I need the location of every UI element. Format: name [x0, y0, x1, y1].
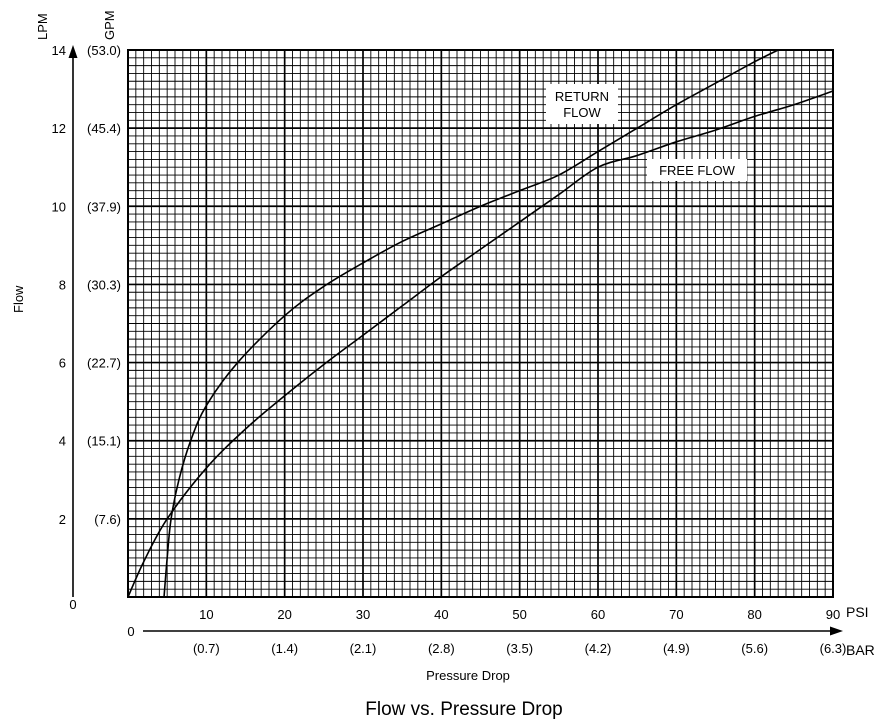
- x-tick-label-secondary: (4.2): [585, 641, 612, 656]
- x-tick-label-secondary: (5.6): [741, 641, 768, 656]
- series-line-return-flow: [163, 49, 779, 598]
- tick-labels: 2 (7.6) 4 (15.1) 6 (22.7) 8 (30.3) 10 (37.9) 12 (45…: [52, 43, 847, 656]
- y-tick-label-secondary: (30.3): [87, 277, 121, 292]
- y-axis-arrow: [68, 45, 78, 58]
- y-tick-label: 14: [52, 43, 66, 58]
- y-tick-label-secondary: (45.4): [87, 121, 121, 136]
- annotation-text: RETURN: [555, 89, 609, 104]
- x-tick-label-secondary: (2.8): [428, 641, 455, 656]
- x-origin-label: 0: [127, 624, 134, 639]
- plot-grid: [127, 49, 834, 598]
- x-unit-label: PSI: [846, 604, 869, 620]
- x-tick-label: 90: [826, 607, 840, 622]
- y-tick-label: 10: [52, 199, 66, 214]
- x-tick-label: 50: [512, 607, 526, 622]
- annotation-text: FREE FLOW: [659, 163, 736, 178]
- x-tick-label-secondary: (0.7): [193, 641, 220, 656]
- data-curves: [127, 49, 834, 598]
- y-tick-label: 4: [59, 434, 66, 449]
- series-line-free-flow: [127, 90, 834, 598]
- x-tick-label-secondary: (4.9): [663, 641, 690, 656]
- x-tick-label-secondary: (6.3): [820, 641, 847, 656]
- y-tick-label-secondary: (7.6): [94, 512, 121, 527]
- y-tick-label: 6: [59, 356, 66, 371]
- x-axis-label: Pressure Drop: [426, 668, 510, 683]
- y-tick-label-secondary: (53.0): [87, 43, 121, 58]
- x-tick-label-secondary: (3.5): [506, 641, 533, 656]
- plot-frame: [127, 49, 834, 598]
- x-tick-label: 30: [356, 607, 370, 622]
- y-tick-label-secondary: (22.7): [87, 356, 121, 371]
- y-unit-label: LPM: [35, 13, 50, 40]
- x-tick-label: 80: [747, 607, 761, 622]
- y-axis-label: Flow: [11, 285, 26, 313]
- y-unit-secondary-label: GPM: [102, 10, 117, 40]
- x-tick-label-secondary: (2.1): [350, 641, 377, 656]
- x-tick-label: 60: [591, 607, 605, 622]
- x-tick-label: 10: [199, 607, 213, 622]
- y-tick-label: 12: [52, 121, 66, 136]
- annotation-text: FLOW: [563, 105, 601, 120]
- x-tick-label: 70: [669, 607, 683, 622]
- axes: [68, 45, 843, 636]
- y-tick-label-secondary: (15.1): [87, 434, 121, 449]
- annotation-box: [546, 84, 618, 124]
- x-tick-label-secondary: (1.4): [271, 641, 298, 656]
- y-tick-label: 2: [59, 512, 66, 527]
- y-tick-label-secondary: (37.9): [87, 199, 121, 214]
- y-tick-label: 8: [59, 277, 66, 292]
- annotation-box: [647, 159, 747, 181]
- x-tick-label: 20: [277, 607, 291, 622]
- y-origin-label: 0: [69, 597, 76, 612]
- chart-title: Flow vs. Pressure Drop: [365, 699, 562, 720]
- x-tick-label: 40: [434, 607, 448, 622]
- x-axis-arrow: [830, 626, 843, 636]
- annotation-free-flow: FREE FLOW: [647, 159, 747, 181]
- x-unit-secondary-label: BAR: [846, 642, 875, 658]
